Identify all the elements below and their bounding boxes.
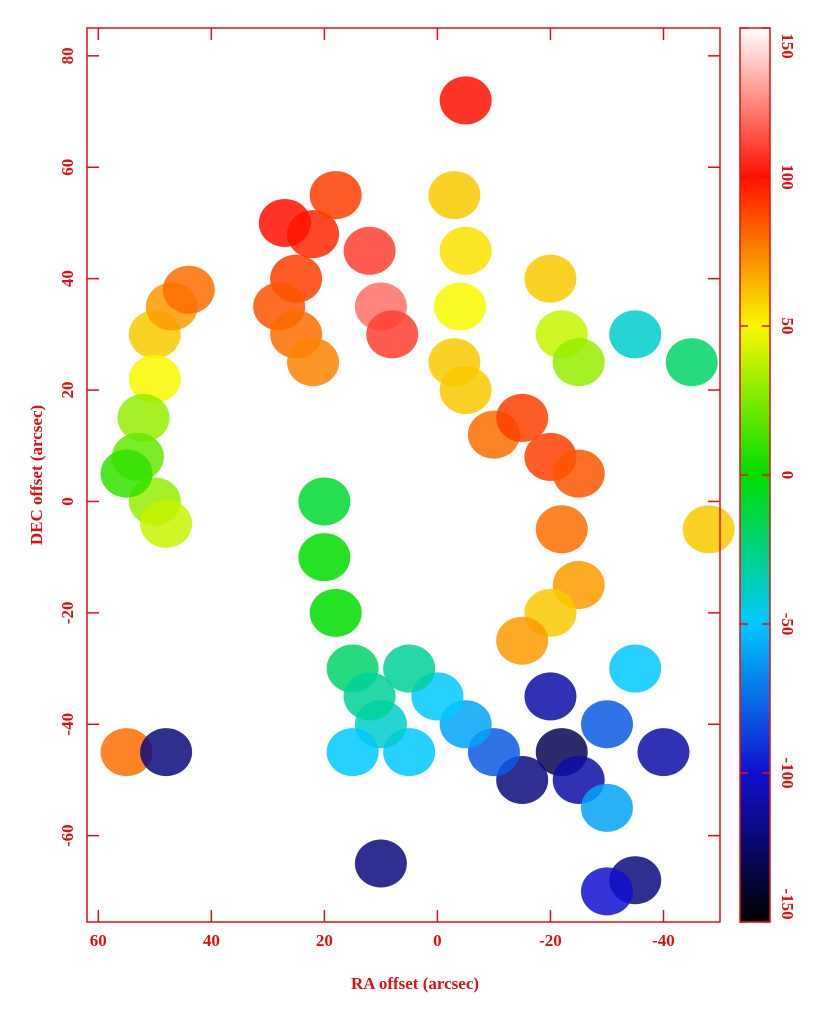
velocity-patch — [162, 265, 215, 314]
velocity-patch — [552, 338, 605, 387]
x-tick-label: 60 — [90, 931, 107, 950]
colorbar-tick-label: 100 — [778, 164, 797, 190]
velocity-patch — [609, 310, 662, 359]
velocity-patch — [580, 700, 633, 749]
y-tick-label: 80 — [58, 47, 77, 64]
velocity-patch — [439, 366, 492, 415]
x-tick-label: 20 — [316, 931, 333, 950]
x-tick-label: -20 — [539, 931, 562, 950]
velocity-patch — [637, 728, 690, 777]
velocity-patch — [128, 354, 181, 403]
y-tick-label: 40 — [58, 270, 77, 287]
x-tick-label: 40 — [203, 931, 220, 950]
velocity-patch — [496, 616, 549, 665]
colorbar-tick-label: -100 — [778, 757, 797, 788]
velocity-patch — [326, 728, 379, 777]
velocity-patch — [524, 672, 577, 721]
velocity-patch — [354, 839, 407, 888]
velocity-patch — [580, 783, 633, 832]
velocity-patch — [343, 672, 396, 721]
velocity-patch — [665, 338, 718, 387]
colorbar-tick-label: 50 — [778, 318, 797, 335]
y-axis-label: DEC offset (arcsec) — [27, 405, 46, 545]
velocity-patch — [535, 505, 588, 554]
y-tick-label: -60 — [58, 824, 77, 847]
velocity-patch — [117, 393, 170, 442]
velocity-patch — [258, 198, 311, 247]
velocity-patch — [580, 867, 633, 916]
colorbar-tick-label: 0 — [778, 471, 797, 480]
velocity-patch — [439, 76, 492, 125]
velocity-patch — [428, 171, 481, 220]
y-tick-label: 60 — [58, 159, 77, 176]
y-tick-label: -40 — [58, 713, 77, 736]
velocity-patch — [287, 338, 340, 387]
velocity-patch — [434, 282, 487, 331]
y-tick-label: 0 — [58, 497, 77, 506]
velocity-patch — [309, 171, 362, 220]
velocity-patch — [100, 728, 153, 777]
velocity-patch — [552, 449, 605, 498]
velocity-patch — [140, 499, 193, 548]
velocity-patch — [383, 644, 436, 693]
velocity-patch — [524, 254, 577, 303]
velocity-patch — [682, 505, 735, 554]
velocity-patch — [439, 226, 492, 275]
velocity-patch — [100, 449, 153, 498]
y-tick-label: -20 — [58, 602, 77, 625]
velocity-patch — [496, 393, 549, 442]
velocity-patch — [309, 588, 362, 637]
colorbar-tick-label: -150 — [778, 888, 797, 919]
velocity-patch — [343, 226, 396, 275]
x-tick-label: 0 — [433, 931, 442, 950]
velocity-patch — [366, 310, 419, 359]
velocity-patch — [298, 477, 351, 526]
colorbar-tick-label: -50 — [778, 613, 797, 636]
velocity-patch — [140, 728, 193, 777]
x-axis-label: RA offset (arcsec) — [351, 974, 479, 993]
colorbar-tick-label: 150 — [778, 33, 797, 59]
velocity-patch — [609, 644, 662, 693]
plot-frame — [86, 27, 721, 923]
map — [100, 76, 735, 916]
x-tick-label: -40 — [652, 931, 675, 950]
velocity-patch — [298, 533, 351, 582]
y-tick-label: 20 — [58, 382, 77, 399]
